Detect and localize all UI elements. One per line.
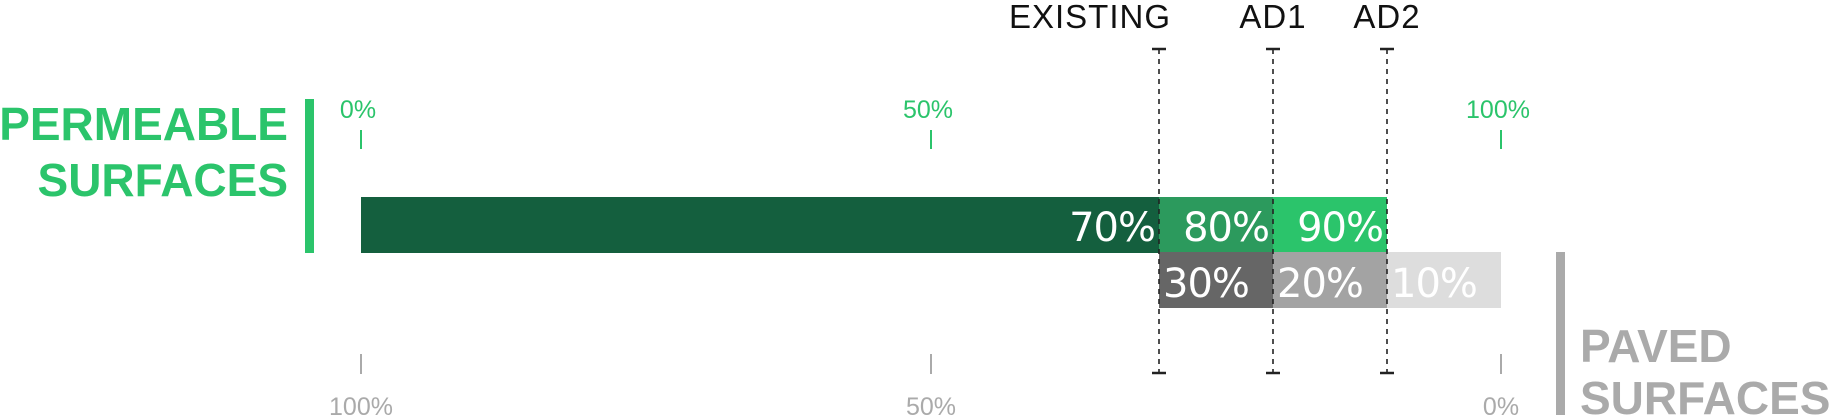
permeable-bar-segment-2 — [1159, 197, 1273, 253]
permeable-bar-segment-3 — [1273, 197, 1387, 253]
scenario-markers-layer: EXISTING AD1 AD2 — [1009, 0, 1420, 375]
axis-ticks-layer: 0% 50% 100% 100% 50% 0% — [329, 96, 1530, 418]
permeable-label-line1: PERMEABLE — [0, 98, 288, 150]
scenario-label-1: EXISTING — [1009, 0, 1171, 35]
paved-value-label-2: 20% — [1277, 261, 1363, 307]
permeable-label-line2: SURFACES — [38, 154, 288, 206]
permeable-value-label-3: 90% — [1297, 205, 1383, 251]
permeable-bar-segment-1 — [361, 197, 1159, 253]
value-labels-layer: 70% 80% 90% 30% 20% 10% — [1069, 205, 1478, 307]
paved-value-label-1: 30% — [1163, 261, 1249, 307]
permeable-accent-bar — [305, 99, 314, 253]
top-axis-tick-label-1: 0% — [340, 96, 376, 124]
paved-label-group: PAVED SURFACES — [1556, 252, 1830, 418]
paved-bar-segment-3 — [1387, 252, 1501, 308]
paved-label-line1: PAVED — [1580, 320, 1732, 372]
top-axis-tick-label-3: 100% — [1466, 96, 1530, 124]
permeable-label-group: PERMEABLE SURFACES — [0, 98, 314, 253]
paved-value-label-3: 10% — [1391, 261, 1477, 307]
bottom-axis-tick-label-2: 50% — [906, 393, 956, 418]
bottom-axis-tick-label-1: 100% — [329, 393, 393, 418]
paved-label-line2: SURFACES — [1580, 372, 1830, 418]
scenario-label-3: AD2 — [1353, 0, 1420, 35]
top-axis-tick-label-2: 50% — [903, 96, 953, 124]
permeable-value-label-2: 80% — [1183, 205, 1269, 251]
bottom-axis-tick-label-3: 0% — [1483, 393, 1519, 418]
permeable-value-label-1: 70% — [1069, 205, 1155, 251]
scenario-label-2: AD1 — [1239, 0, 1306, 35]
paved-accent-bar — [1556, 252, 1565, 415]
